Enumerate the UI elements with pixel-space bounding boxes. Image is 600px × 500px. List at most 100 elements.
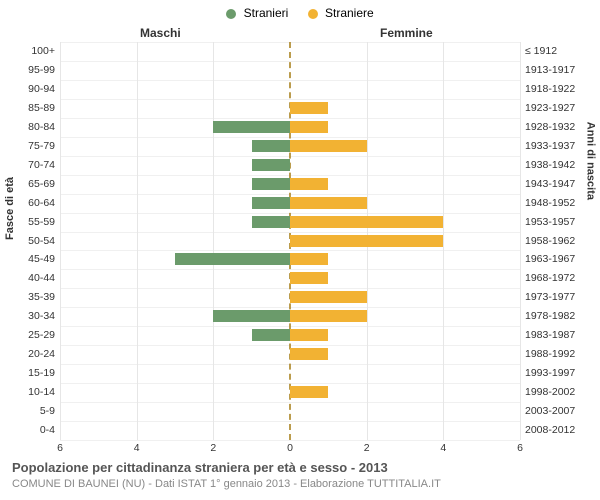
- bar-female: [290, 329, 328, 341]
- y-right-label: 1948-1952: [525, 194, 595, 213]
- legend-swatch-female: [308, 9, 318, 19]
- chart-row: [60, 118, 520, 137]
- y-left-label: 95-99: [5, 61, 55, 80]
- bar-male: [252, 140, 290, 152]
- y-right-label: 1978-1982: [525, 307, 595, 326]
- bar-female: [290, 235, 443, 247]
- chart-row: [60, 250, 520, 269]
- y-right-label: 2003-2007: [525, 402, 595, 421]
- chart-row: [60, 213, 520, 232]
- bar-female: [290, 348, 328, 360]
- bar-female: [290, 216, 443, 228]
- y-right-label: 1943-1947: [525, 175, 595, 194]
- x-tick-label: 6: [517, 442, 523, 454]
- chart-row: [60, 345, 520, 364]
- chart-row: [60, 326, 520, 345]
- chart-row: [60, 137, 520, 156]
- y-right-label: 1963-1967: [525, 250, 595, 269]
- y-right-label: 1923-1927: [525, 99, 595, 118]
- y-left-label: 25-29: [5, 326, 55, 345]
- y-left-label: 80-84: [5, 118, 55, 137]
- y-left-label: 100+: [5, 42, 55, 61]
- y-right-label: 1973-1977: [525, 288, 595, 307]
- bar-female: [290, 140, 367, 152]
- legend: Stranieri Straniere: [0, 6, 600, 20]
- legend-label-female: Straniere: [325, 6, 374, 20]
- y-left-label: 20-24: [5, 345, 55, 364]
- y-right-label: 1913-1917: [525, 61, 595, 80]
- x-tick-label: 2: [210, 442, 216, 454]
- caption-subtitle: COMUNE DI BAUNEI (NU) - Dati ISTAT 1° ge…: [12, 478, 441, 490]
- y-right-label: 1928-1932: [525, 118, 595, 137]
- chart-row: [60, 383, 520, 402]
- y-left-label: 40-44: [5, 269, 55, 288]
- plot-area: [60, 42, 520, 440]
- chart-row: [60, 421, 520, 440]
- y-left-label: 10-14: [5, 383, 55, 402]
- chart-row: [60, 175, 520, 194]
- y-right-label: 1993-1997: [525, 364, 595, 383]
- legend-item-female: Straniere: [308, 6, 374, 20]
- bar-female: [290, 253, 328, 265]
- y-left-label: 65-69: [5, 175, 55, 194]
- y-left-label: 0-4: [5, 421, 55, 440]
- chart-row: [60, 194, 520, 213]
- y-left-label: 85-89: [5, 99, 55, 118]
- y-right-label: 1988-1992: [525, 345, 595, 364]
- chart-row: [60, 232, 520, 251]
- legend-item-male: Stranieri: [226, 6, 288, 20]
- caption-title: Popolazione per cittadinanza straniera p…: [12, 460, 388, 475]
- y-left-label: 90-94: [5, 80, 55, 99]
- chart-row: [60, 307, 520, 326]
- bar-female: [290, 272, 328, 284]
- y-right-label: 1983-1987: [525, 326, 595, 345]
- y-left-label: 35-39: [5, 288, 55, 307]
- bar-male: [252, 197, 290, 209]
- chart-row: [60, 61, 520, 80]
- y-right-label: 1998-2002: [525, 383, 595, 402]
- y-right-label: 1933-1937: [525, 137, 595, 156]
- chart-row: [60, 80, 520, 99]
- x-tick-label: 4: [134, 442, 140, 454]
- bar-female: [290, 197, 367, 209]
- y-right-label: 1953-1957: [525, 213, 595, 232]
- bar-female: [290, 178, 328, 190]
- chart-row: [60, 288, 520, 307]
- legend-swatch-male: [226, 9, 236, 19]
- x-tick-label: 6: [57, 442, 63, 454]
- y-right-label: 1968-1972: [525, 269, 595, 288]
- bar-male: [252, 216, 290, 228]
- chart-row: [60, 364, 520, 383]
- y-left-label: 50-54: [5, 232, 55, 251]
- bar-female: [290, 291, 367, 303]
- bar-male: [252, 329, 290, 341]
- y-right-label: 1938-1942: [525, 156, 595, 175]
- bar-female: [290, 121, 328, 133]
- bar-female: [290, 102, 328, 114]
- y-left-label: 75-79: [5, 137, 55, 156]
- column-title-female: Femmine: [380, 26, 433, 40]
- chart-row: [60, 269, 520, 288]
- bar-male: [252, 159, 290, 171]
- population-pyramid-chart: Stranieri Straniere Maschi Femmine Fasce…: [0, 0, 600, 500]
- bar-male: [213, 121, 290, 133]
- column-title-male: Maschi: [140, 26, 181, 40]
- bar-female: [290, 310, 367, 322]
- y-left-label: 45-49: [5, 250, 55, 269]
- bar-female: [290, 386, 328, 398]
- chart-row: [60, 99, 520, 118]
- y-left-label: 15-19: [5, 364, 55, 383]
- bar-male: [252, 178, 290, 190]
- legend-label-male: Stranieri: [244, 6, 289, 20]
- y-right-label: 1918-1922: [525, 80, 595, 99]
- y-right-label: ≤ 1912: [525, 42, 595, 61]
- x-tick-label: 4: [440, 442, 446, 454]
- bar-male: [175, 253, 290, 265]
- bar-male: [213, 310, 290, 322]
- chart-row: [60, 156, 520, 175]
- x-tick-label: 2: [364, 442, 370, 454]
- y-left-label: 30-34: [5, 307, 55, 326]
- y-left-label: 55-59: [5, 213, 55, 232]
- y-right-label: 2008-2012: [525, 421, 595, 440]
- y-left-label: 60-64: [5, 194, 55, 213]
